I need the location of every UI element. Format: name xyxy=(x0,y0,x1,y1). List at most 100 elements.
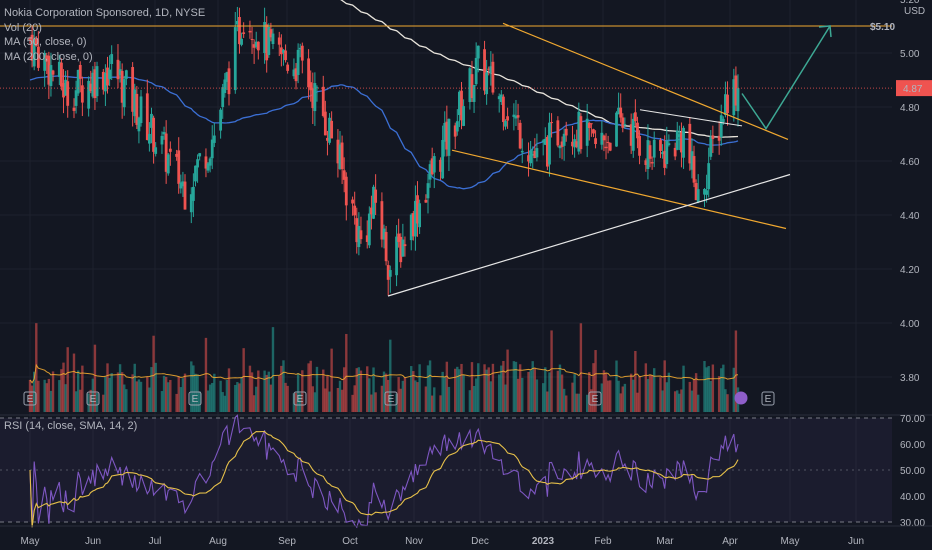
volume-bar xyxy=(403,377,407,412)
rsi-indicator-label[interactable]: RSI (14, close, SMA, 14, 2) xyxy=(4,420,138,432)
volume-bar xyxy=(95,392,99,412)
time-tick-label: 2023 xyxy=(532,536,555,547)
volume-bar xyxy=(282,360,285,412)
candle-body xyxy=(265,24,269,61)
volume-bar xyxy=(592,363,595,412)
volume-bar xyxy=(108,377,111,412)
candle-body xyxy=(95,66,99,97)
volume-bar xyxy=(45,383,48,412)
earnings-marker-box xyxy=(588,391,602,406)
volume-bar xyxy=(531,361,534,412)
volume-bar xyxy=(311,386,314,412)
volume-bar xyxy=(410,366,413,412)
volume-bar xyxy=(600,383,604,412)
candle-body xyxy=(204,156,208,169)
candle-body xyxy=(439,159,442,172)
time-tick-label: Sep xyxy=(278,536,296,547)
candle-body xyxy=(543,138,547,145)
candle-body xyxy=(447,118,451,156)
candle-body xyxy=(191,186,195,201)
volume-bar xyxy=(278,375,281,412)
volume-bar xyxy=(550,330,553,412)
candle-body xyxy=(506,116,509,121)
projection-arrow xyxy=(741,25,831,130)
candle-body xyxy=(30,34,34,61)
candle-body xyxy=(34,38,38,46)
candle-body xyxy=(43,53,47,71)
volume-bar xyxy=(106,363,109,412)
candle-body xyxy=(179,182,183,189)
volume-bar xyxy=(648,375,652,412)
candle-body xyxy=(487,68,491,70)
volume-bar xyxy=(169,379,172,412)
volume-bar xyxy=(313,392,317,412)
candle-body xyxy=(240,38,243,45)
vol-indicator-label[interactable]: Vol (20) xyxy=(4,21,42,34)
candle-body xyxy=(692,156,696,183)
candle-body xyxy=(474,57,478,85)
volume-bar xyxy=(324,388,327,412)
candle-body xyxy=(72,107,76,111)
volume-bar xyxy=(211,382,214,412)
candle-body xyxy=(409,214,413,241)
volume-bar xyxy=(676,390,679,412)
candle-body xyxy=(541,140,545,143)
volume-bar xyxy=(135,381,139,412)
candle-body xyxy=(309,82,313,91)
volume-bar xyxy=(257,370,260,412)
price-tick-label: 5.00 xyxy=(900,49,920,60)
symbol-title[interactable]: Nokia Corporation Sponsored, 1D, NYSE xyxy=(4,7,206,19)
volume-bar xyxy=(416,382,419,412)
candle-body xyxy=(118,69,122,76)
candle-body xyxy=(282,49,285,53)
candle-body xyxy=(313,83,317,112)
rsi-tick-label: 30.00 xyxy=(900,518,925,529)
volume-bar xyxy=(428,360,432,412)
ma50-indicator-label[interactable]: MA (50, close, 0) xyxy=(4,36,87,48)
candle-body xyxy=(110,54,114,64)
volume-bar xyxy=(544,367,547,412)
earnings-marker-label: E xyxy=(297,394,304,405)
candle-body xyxy=(336,139,340,164)
volume-bar xyxy=(125,389,128,412)
candle-body xyxy=(263,22,267,54)
candle-body xyxy=(353,205,357,216)
time-tick-label: Nov xyxy=(405,536,423,547)
volume-bar xyxy=(673,391,677,412)
candle-body xyxy=(397,233,401,242)
candle-body xyxy=(724,94,727,115)
volume-bar xyxy=(271,327,275,412)
candle-body xyxy=(736,88,740,112)
dividend-marker xyxy=(734,391,748,405)
volume-bar xyxy=(619,393,622,412)
volume-bar xyxy=(424,386,428,412)
volume-bar xyxy=(629,373,633,412)
volume-bar xyxy=(198,391,201,412)
candle-body xyxy=(594,138,597,145)
candle-body xyxy=(682,127,685,158)
volume-bar xyxy=(152,335,155,412)
rsi-tick-label: 60.00 xyxy=(900,440,925,451)
candle-body xyxy=(307,58,310,88)
candle-body xyxy=(36,46,40,68)
volume-bar xyxy=(194,373,197,412)
candle-body xyxy=(600,132,604,145)
volume-bar xyxy=(123,384,126,412)
candle-body xyxy=(468,68,472,103)
candle-body xyxy=(28,38,32,40)
candle-body xyxy=(238,17,241,45)
volume-bar xyxy=(579,323,583,412)
volume-bar xyxy=(267,371,270,412)
candle-body xyxy=(162,132,166,135)
candle-body xyxy=(462,106,465,126)
support-trend-line xyxy=(387,173,791,297)
volume-bar xyxy=(328,391,331,412)
volume-bar xyxy=(330,348,333,412)
volume-bar xyxy=(309,360,312,412)
ma200-indicator-label[interactable]: MA (200, close, 0) xyxy=(4,50,93,63)
volume-bar xyxy=(717,376,721,412)
volume-bar xyxy=(541,383,545,412)
volume-bar xyxy=(577,393,581,412)
